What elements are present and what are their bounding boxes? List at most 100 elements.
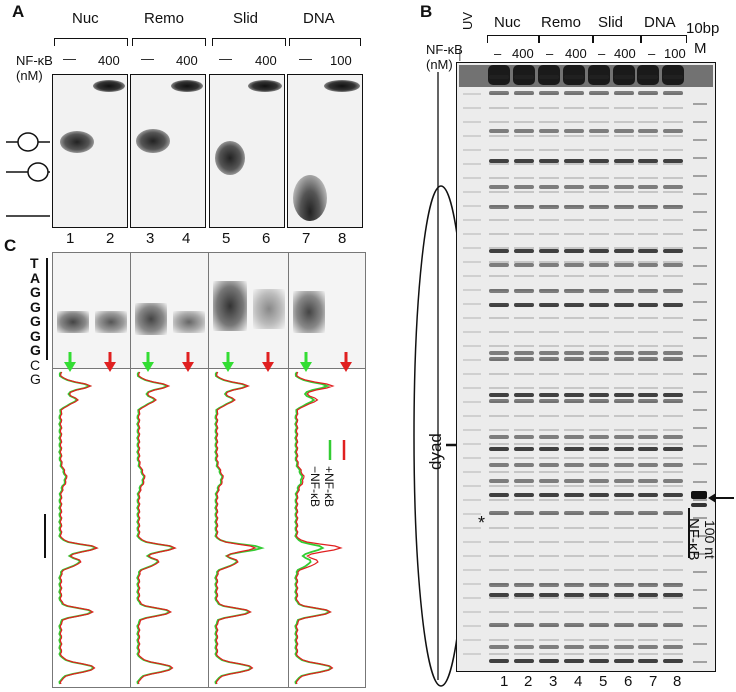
sequence-base: G (30, 298, 41, 315)
sequence-base: T (30, 255, 39, 271)
sequence-base: A (30, 269, 41, 286)
plus-trace-line (295, 371, 343, 685)
b-group-brace-dna (641, 35, 687, 43)
conc-lane5: — (219, 51, 232, 66)
conc-lane4: 400 (176, 53, 198, 68)
minus-trace-line (58, 371, 99, 685)
red-arrow-icon (340, 352, 352, 372)
minus-trace-line (214, 371, 265, 685)
lane-number-a-3: 3 (146, 230, 155, 247)
red-arrow-icon (182, 352, 194, 372)
sequence-base: G (30, 284, 41, 300)
b-group-brace-nuc (487, 35, 539, 43)
green-arrow-icon (142, 352, 154, 372)
sequence-base: G (30, 371, 41, 387)
trace-box-dna (288, 368, 366, 688)
lane-number-a-2: 2 (106, 230, 115, 247)
sequencing-gel (456, 62, 716, 672)
nfkb-label: NF-κB (16, 53, 53, 68)
red-arrow-icon (262, 352, 274, 372)
lane-number-b-4: 4 (574, 673, 583, 690)
group-brace-slid (212, 38, 286, 46)
b-group-brace-remo (539, 35, 593, 43)
group-brace-dna (289, 38, 361, 46)
star-marker: * (478, 513, 486, 533)
lane-number-b-5: 5 (599, 673, 608, 690)
conc-lane1: — (63, 51, 76, 66)
b-nfkb-unit: (nM) (426, 57, 453, 72)
emsa-gel-slid (209, 74, 285, 228)
lane-number-b-8: 8 (673, 673, 682, 690)
b-group-label-slid: Slid (598, 14, 624, 31)
lane-number-b-1: 1 (500, 673, 509, 690)
b-conc-lane3: – (546, 46, 554, 61)
group-label-remo: Remo (144, 10, 185, 27)
panel-c-letter: C (4, 236, 17, 255)
footprint-gel-dna (288, 252, 366, 370)
b-conc-lane2: 400 (512, 46, 534, 61)
footprint-gel-nuc (52, 252, 132, 370)
plus-trace-line (215, 371, 257, 685)
lane-number-a-5: 5 (222, 230, 231, 247)
group-brace-remo (132, 38, 206, 46)
sequence-base: G (30, 313, 41, 329)
protected-region-bar (46, 258, 48, 360)
lane-number-b-7: 7 (649, 673, 658, 690)
lane-number-b-6: 6 (624, 673, 633, 690)
sequence-base: C (30, 356, 41, 373)
emsa-gel-dna (287, 74, 363, 228)
panel-b-letter: B (420, 2, 433, 21)
conc-lane7: — (299, 51, 312, 66)
conc-lane2: 400 (98, 53, 120, 68)
nfkb-region-bar (688, 508, 690, 558)
b-group-label-remo: Remo (541, 14, 582, 31)
footprint-gel-slid (208, 252, 290, 370)
b-conc-lane1: – (494, 46, 502, 61)
lane-number-a-6: 6 (262, 230, 271, 247)
marker-label-top: 10bp (686, 20, 720, 37)
minus-trace-line (294, 371, 333, 685)
b-conc-lane5: – (598, 46, 606, 61)
b-conc-lane6: 400 (614, 46, 636, 61)
plus-trace-line (137, 371, 177, 685)
marker-label-bottom: M (694, 40, 707, 57)
size-marker-label: 100 nt (702, 520, 718, 559)
group-label-slid: Slid (233, 10, 259, 27)
minus-trace-line (136, 371, 177, 685)
b-group-brace-slid (593, 35, 641, 43)
lane-number-a-4: 4 (182, 230, 191, 247)
red-arrow-icon (104, 352, 116, 372)
b-conc-lane4: 400 (565, 46, 587, 61)
b-nfkb-label: NF-κB (426, 42, 463, 57)
green-arrow-icon (222, 352, 234, 372)
conc-lane6: 400 (255, 53, 277, 68)
emsa-gel-nuc (52, 74, 128, 228)
conc-lane8: 100 (330, 53, 352, 68)
nucleosome-schematic-icon (6, 132, 50, 217)
sequence-base: G (30, 327, 41, 344)
conc-lane3: — (141, 51, 154, 66)
lane-number-a-7: 7 (302, 230, 311, 247)
group-brace-nuc (54, 38, 128, 46)
sequence-column: T A G G G G G C G (30, 256, 46, 387)
lane-number-a-8: 8 (338, 230, 347, 247)
b-conc-lane8: 100 (664, 46, 686, 61)
plus-trace-line (59, 371, 99, 685)
region-bar-left (44, 514, 46, 558)
lane-number-a-1: 1 (66, 230, 75, 247)
sequence-base: G (30, 342, 41, 358)
green-arrow-icon (64, 352, 76, 372)
panel-a-letter: A (12, 2, 25, 21)
trace-box-nuc (52, 368, 132, 688)
green-arrow-icon (300, 352, 312, 372)
b-group-label-dna: DNA (644, 14, 676, 31)
nfkb-unit: (nM) (16, 68, 43, 83)
lane-number-b-2: 2 (524, 673, 533, 690)
lane-number-b-3: 3 (549, 673, 558, 690)
emsa-gel-remo (130, 74, 206, 228)
b-conc-lane7: – (648, 46, 656, 61)
group-label-dna: DNA (303, 10, 335, 27)
b-group-label-nuc: Nuc (494, 14, 521, 31)
